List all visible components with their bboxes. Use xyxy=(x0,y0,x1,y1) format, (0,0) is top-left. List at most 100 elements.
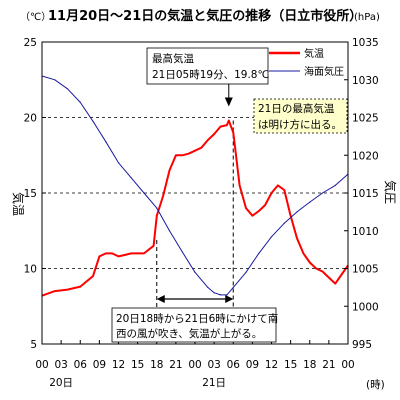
pressure-point-9 xyxy=(156,207,158,209)
pressure-point-6 xyxy=(117,162,120,164)
pressure-point-20 xyxy=(270,236,273,238)
temperature-point-3 xyxy=(79,286,81,288)
left-tick-label-3: 20 xyxy=(24,113,37,125)
pressure-point-22 xyxy=(296,211,298,213)
temperature-point-11 xyxy=(153,245,155,247)
temperature-point-21 xyxy=(213,133,215,135)
wind-span-arrow-right xyxy=(225,295,234,303)
x-tick-label-9: 03 xyxy=(207,359,220,371)
temperature-point-33 xyxy=(283,189,285,191)
right-tick-label-4: 1015 xyxy=(352,188,379,200)
temperature-point-31 xyxy=(270,192,273,194)
right-tick-label-7: 1030 xyxy=(352,75,379,87)
x-tick-label-0: 00 xyxy=(35,359,48,371)
temperature-point-30 xyxy=(264,204,266,206)
pressure-point-13 xyxy=(207,286,209,288)
pressure-point-16 xyxy=(226,294,228,296)
x-tick-label-13: 15 xyxy=(284,359,297,371)
temperature-point-6 xyxy=(105,252,107,254)
x-tick-label-3: 09 xyxy=(93,359,106,371)
temperature-point-22 xyxy=(219,126,222,128)
temperature-point-4 xyxy=(92,275,94,277)
pressure-point-25 xyxy=(334,184,336,186)
temperature-point-12 xyxy=(156,215,158,217)
pressure-point-1 xyxy=(54,79,56,81)
pressure-point-7 xyxy=(130,177,132,179)
right-axis-unit: (hPa) xyxy=(354,12,380,23)
x-axis-unit: (時) xyxy=(366,379,385,391)
x-tick-label-11: 09 xyxy=(246,359,259,371)
x-tick-label-15: 21 xyxy=(322,359,335,371)
temperature-point-2 xyxy=(66,289,69,291)
temperature-point-35 xyxy=(296,237,298,239)
pressure-point-8 xyxy=(143,192,145,194)
annotation-note-box xyxy=(253,98,348,134)
max-arrow-head xyxy=(224,97,233,107)
pressure-point-17 xyxy=(232,286,234,288)
temperature-point-27 xyxy=(245,207,247,209)
pressure-point-3 xyxy=(79,101,81,103)
legend-background xyxy=(264,44,346,78)
temperature-point-13 xyxy=(162,195,164,197)
annotation-max-box xyxy=(146,47,269,85)
temperature-point-41 xyxy=(334,283,336,285)
right-axis-label: 気圧 xyxy=(383,180,398,204)
pressure-point-5 xyxy=(105,141,107,143)
x-tick-label-2: 06 xyxy=(74,359,88,371)
temperature-point-34 xyxy=(290,215,292,217)
pressure-point-4 xyxy=(92,120,94,122)
right-tick-label-3: 1010 xyxy=(352,226,379,238)
pressure-point-21 xyxy=(283,222,285,224)
left-axis-label: 気温 xyxy=(11,192,26,216)
temperature-point-36 xyxy=(302,252,304,254)
temperature-point-17 xyxy=(188,153,190,155)
temperature-point-37 xyxy=(309,261,311,264)
left-tick-label-1: 10 xyxy=(24,264,37,276)
pressure-point-12 xyxy=(194,271,196,273)
x-tick-label-1: 03 xyxy=(54,359,67,371)
left-tick-label-0: 5 xyxy=(30,339,37,351)
annotation-wind-line1: 20日18時から21日6時にかけて南 xyxy=(116,312,278,325)
pressure-point-23 xyxy=(309,201,311,203)
annotation-wind-line2: 西の風が吹き、気温が上がる。 xyxy=(116,327,262,340)
annotation-note: 21日の最高気温 は明け方に出る。 xyxy=(253,98,348,134)
x-tick-label-10: 06 xyxy=(227,359,241,371)
annotation-note-line2: は明け方に出る。 xyxy=(258,118,342,131)
legend: 気温 海面気圧 xyxy=(264,44,346,78)
x-tick-label-8: 00 xyxy=(188,359,201,371)
temperature-point-28 xyxy=(251,215,253,217)
x-tick-label-5: 15 xyxy=(131,359,144,371)
left-tick-label-2: 15 xyxy=(24,188,37,200)
temperature-point-20 xyxy=(207,139,209,141)
legend-label-temperature: 気温 xyxy=(304,47,324,60)
pressure-point-2 xyxy=(66,88,69,90)
temperature-point-38 xyxy=(315,267,317,270)
grid-lines xyxy=(42,117,348,269)
annotation-max-line1: 最高気温 xyxy=(152,52,194,65)
temperature-point-8 xyxy=(117,255,120,257)
temperature-point-10 xyxy=(143,252,145,254)
temperature-point-1 xyxy=(54,290,56,292)
left-tick-label-4: 25 xyxy=(24,37,37,49)
temperature-point-26 xyxy=(239,184,241,186)
pressure-point-24 xyxy=(321,192,324,194)
temperature-point-25 xyxy=(232,132,234,134)
temperature-point-14 xyxy=(168,169,171,171)
annotation-max-line2: 21日05時19分、19.8℃ xyxy=(152,69,269,81)
annotation-wind-box xyxy=(111,307,277,343)
right-tick-label-5: 1020 xyxy=(352,150,379,162)
right-tick-label-1: 1000 xyxy=(352,301,379,313)
pressure-point-18 xyxy=(245,271,247,273)
temperature-point-9 xyxy=(130,252,132,254)
pressure-point-11 xyxy=(181,251,183,253)
temperature-point-29 xyxy=(258,210,260,212)
temperature-point-18 xyxy=(194,150,196,152)
x-day-label-1: 21日 xyxy=(202,377,226,389)
pressure-point-10 xyxy=(168,230,171,232)
temperature-point-7 xyxy=(111,252,113,254)
x-tick-label-4: 12 xyxy=(112,359,125,371)
x-tick-label-16: 00 xyxy=(341,359,354,371)
chart-title: 11月20日～21日の気温と気圧の推移（日立市役所） xyxy=(48,8,362,24)
